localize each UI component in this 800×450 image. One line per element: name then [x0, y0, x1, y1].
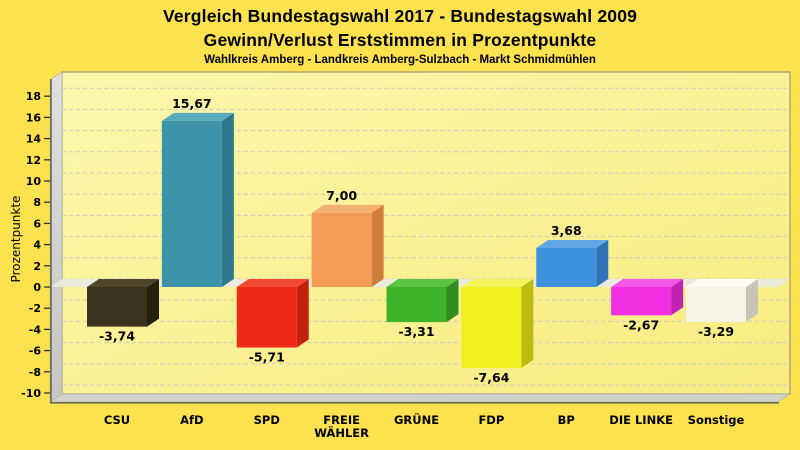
bar-side-sonstige: [746, 279, 758, 322]
category-label: SPD: [254, 413, 280, 427]
bar-spd: [236, 287, 297, 348]
plot-floor: [49, 393, 791, 403]
bar-top-afd: [161, 112, 234, 121]
bar-side-freie-wähler: [371, 204, 384, 287]
bar-freie-wähler: [311, 212, 372, 287]
value-label: 15,67: [172, 96, 212, 111]
bar-fdp: [461, 287, 522, 368]
bar-grüne: [386, 287, 447, 323]
bar-side-fdp: [521, 279, 534, 368]
category-label: BP: [558, 413, 575, 427]
bar-side-die-linke: [671, 279, 684, 316]
y-tick-label: 14: [26, 133, 42, 146]
y-axis-title: Prozentpunkte: [9, 196, 23, 283]
bar-die-linke: [611, 287, 672, 316]
chart-subtitle: Wahlkreis Amberg - Landkreis Amberg-Sulz…: [204, 54, 596, 66]
category-label: AfD: [180, 413, 203, 427]
category-label: Sonstige: [688, 413, 745, 427]
y-tick-label: 10: [26, 175, 42, 188]
y-tick-label: -2: [29, 302, 41, 315]
bar-top-bp: [536, 239, 609, 248]
y-tick-label: -6: [29, 345, 42, 358]
bar-side-bp: [596, 239, 609, 287]
y-tick-label: 0: [33, 281, 41, 294]
y-tick-label: 6: [33, 217, 41, 230]
category-label: DIE LINKE: [609, 413, 673, 427]
bar-side-grüne: [446, 279, 459, 323]
value-label: -5,71: [249, 350, 285, 365]
bar-top-fdp: [461, 279, 534, 287]
y-tick-label: 12: [26, 154, 41, 167]
category-label: FREIE: [323, 413, 360, 427]
y-tick-label: 4: [33, 239, 41, 252]
bar-top-grüne: [386, 279, 459, 287]
bar-top-csu: [87, 279, 159, 287]
category-label: WÄHLER: [314, 425, 369, 440]
category-label: FDP: [478, 413, 504, 427]
y-tick-label: 16: [26, 111, 42, 124]
value-label: -2,67: [623, 317, 659, 332]
y-tick-label: 2: [33, 260, 41, 273]
bar-top-die-linke: [611, 279, 684, 287]
category-label: GRÜNE: [394, 412, 439, 427]
y-tick-label: 8: [33, 196, 41, 209]
chart-title-line2: Gewinn/Verlust Erststimmen in Prozentpun…: [203, 30, 597, 50]
chart-title-line1: Vergleich Bundestagswahl 2017 - Bundesta…: [162, 6, 638, 26]
value-label: -7,64: [473, 370, 509, 385]
value-label: -3,74: [99, 329, 135, 344]
bar-top-sonstige: [686, 279, 758, 287]
bar-side-afd: [221, 112, 234, 287]
value-label: -3,29: [698, 324, 734, 339]
bar-bp: [536, 247, 597, 287]
chart-header: Vergleich Bundestagswahl 2017 - Bundesta…: [0, 4, 800, 68]
y-tick-label: -8: [29, 366, 41, 379]
y-tick-label: 18: [26, 90, 41, 103]
y-tick-label: -10: [21, 387, 41, 400]
y-tick-label: -4: [29, 323, 42, 336]
bar-top-spd: [236, 279, 309, 287]
bar-sonstige: [686, 287, 746, 322]
category-label: CSU: [104, 413, 130, 427]
bar-afd: [161, 120, 222, 287]
value-label: -3,31: [398, 324, 434, 339]
value-label: 3,68: [551, 223, 582, 238]
bar-top-freie-wähler: [311, 204, 384, 213]
bar-side-csu: [147, 279, 159, 327]
bar-csu: [87, 287, 147, 327]
bar-side-spd: [296, 279, 309, 348]
value-label: 7,00: [326, 188, 357, 203]
